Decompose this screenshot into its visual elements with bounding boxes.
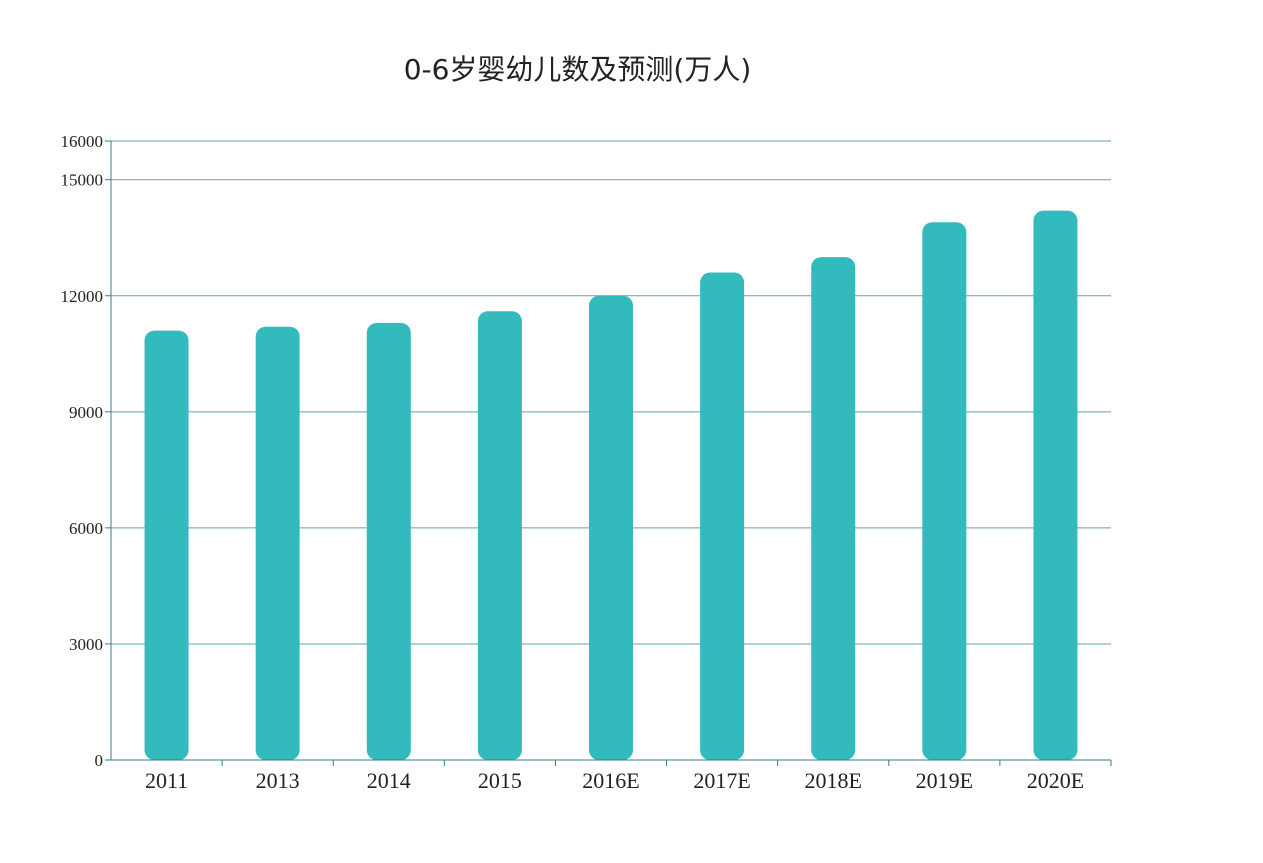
x-tick-label: 2013 [256, 768, 300, 793]
x-tick-label: 2020E [1027, 768, 1084, 793]
x-tick-label: 2017E [693, 768, 750, 793]
y-tick-label: 6000 [69, 519, 103, 538]
x-tick-label: 2014 [367, 768, 411, 793]
y-tick-labels: 0 3000 6000 9000 12000 15000 16000 [61, 132, 104, 770]
x-tick-labels: 2011 2013 2014 2015 2016E 2017E 2018E 2019E 2020… [145, 768, 1084, 793]
x-tick-label: 2016E [582, 768, 639, 793]
bar-2014 [366, 322, 411, 760]
chart-title: 0-6岁婴幼儿数及预测(万人) [403, 53, 752, 86]
y-tick-label: 3000 [69, 635, 103, 654]
bar-2015 [477, 311, 522, 760]
bar-2018E [811, 257, 856, 760]
y-tick-label: 12000 [61, 287, 104, 306]
bar-2017E [700, 272, 745, 760]
bar-2011 [144, 330, 189, 760]
y-tick-label: 9000 [69, 403, 103, 422]
bar-2019E [922, 222, 967, 760]
bars [144, 210, 1078, 760]
x-tick-label: 2018E [804, 768, 861, 793]
y-tick-label: 0 [95, 751, 104, 770]
x-tick-label: 2011 [145, 768, 188, 793]
x-tick-label: 2019E [916, 768, 973, 793]
y-tick-label: 16000 [61, 132, 104, 151]
bar-2016E [589, 295, 633, 760]
y-tick-label: 15000 [61, 171, 104, 190]
bar-2020E [1033, 210, 1078, 760]
bar-2013 [255, 326, 300, 760]
x-tick-label: 2015 [478, 768, 522, 793]
axes [105, 140, 1112, 766]
